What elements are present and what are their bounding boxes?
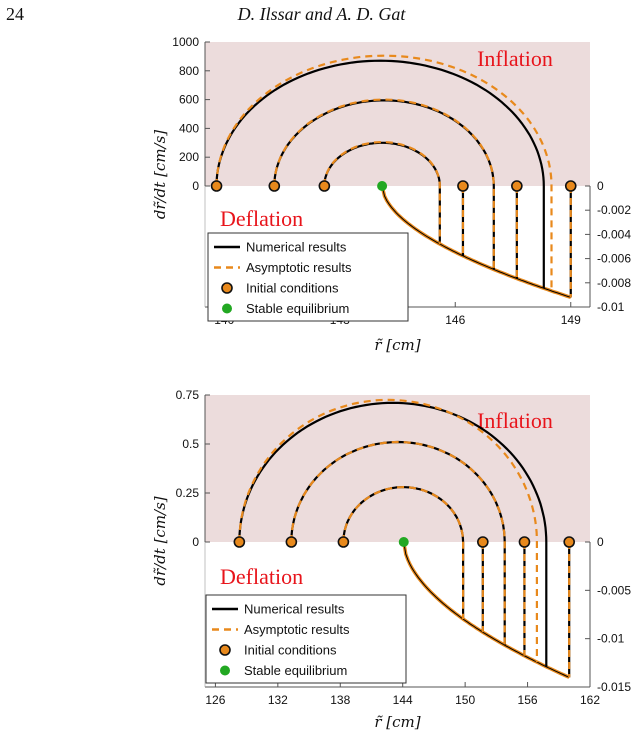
- initial-condition-marker-2: [285, 536, 298, 548]
- x-tick-label: 132: [268, 693, 288, 707]
- right-tick-label: -0.008: [597, 276, 631, 290]
- left-tick-label: 0: [192, 535, 199, 549]
- inflation-label: Inflation: [477, 408, 553, 433]
- deflation-label: Deflation: [220, 564, 303, 589]
- left-tick-label: 0: [192, 179, 199, 193]
- x-axis-label: r̃ [cm]: [374, 336, 420, 354]
- legend-box: [205, 594, 407, 684]
- x-tick-label: 146: [445, 313, 465, 327]
- initial-condition-marker-5: [518, 536, 531, 548]
- x-tick-label: 156: [518, 693, 538, 707]
- deflation-trajectory-numerical: [403, 541, 570, 678]
- running-head: D. Ilssar and A. D. Gat: [237, 4, 406, 24]
- x-tick-label: 144: [393, 693, 413, 707]
- legend-stable-swatch: [222, 303, 232, 314]
- left-tick-label: 600: [179, 93, 199, 107]
- initial-condition-marker-1: [233, 536, 246, 548]
- deflation-trajectory: [401, 541, 570, 679]
- x-tick-label: 162: [580, 693, 600, 707]
- right-tick-label: -0.015: [597, 680, 631, 694]
- deflation-label: Deflation: [220, 206, 303, 231]
- left-tick-label: 0.5: [182, 437, 199, 451]
- asymptotic-trajectory-1: [342, 485, 465, 619]
- initial-condition-marker-6: [563, 536, 575, 548]
- legend-stable: Stable equilibrium: [244, 663, 347, 678]
- legend-numerical: Numerical results: [244, 602, 345, 617]
- x-tick-label: 150: [455, 693, 475, 707]
- right-tick-label: -0.01: [597, 300, 625, 314]
- legend-numerical: Numerical results: [246, 240, 347, 255]
- legend: Numerical results Asymptotic results Initi…: [205, 594, 407, 684]
- stable-equilibrium-marker: [377, 181, 388, 191]
- left-tick-label: 1000: [172, 35, 199, 49]
- right-tick-label: -0.004: [597, 227, 631, 241]
- right-tick-label: -0.005: [597, 583, 631, 597]
- numerical-trajectory-3: [238, 401, 548, 667]
- right-tick-label: -0.01: [597, 632, 625, 646]
- legend-asymptotic: Asymptotic results: [246, 260, 352, 275]
- right-tick-label: -0.002: [597, 203, 631, 217]
- legend-stable: Stable equilibrium: [246, 301, 349, 316]
- x-tick-label: 126: [205, 693, 225, 707]
- initial-condition-marker-4: [477, 536, 489, 548]
- x-axis-label: r̃ [cm]: [374, 713, 420, 731]
- page-number: 24: [6, 4, 24, 24]
- left-tick-label: 0.25: [176, 486, 200, 500]
- deflation-trajectory: [380, 185, 572, 299]
- initial-condition-marker-1: [210, 180, 223, 192]
- inflation-region: [205, 42, 590, 186]
- right-tick-label: -0.006: [597, 252, 631, 266]
- stable-equilibrium-marker: [398, 537, 409, 547]
- y-axis-label: dr̃/dt [cm/s]: [151, 496, 169, 585]
- asymptotic-trajectory-3: [238, 398, 539, 663]
- deflation-trajectory-numerical: [381, 185, 571, 298]
- inflation-label: Inflation: [477, 46, 553, 71]
- initial-condition-marker-5: [511, 180, 523, 192]
- initial-condition-marker-3: [337, 536, 350, 548]
- initial-condition-marker-4: [457, 180, 469, 192]
- right-tick-label: 0: [597, 535, 604, 549]
- left-tick-label: 0.75: [176, 388, 200, 402]
- inflation-region: [205, 395, 590, 542]
- y-axis-label: dr̃/dt [cm/s]: [151, 130, 169, 219]
- initial-condition-marker-2: [268, 180, 281, 192]
- legend-asymptotic: Asymptotic results: [244, 622, 350, 637]
- x-tick-label: 149: [561, 313, 581, 327]
- numerical-trajectory-3: [215, 59, 545, 289]
- legend-stable-swatch: [220, 665, 230, 676]
- right-tick-label: 0: [597, 179, 604, 193]
- legend-initial: Initial conditions: [244, 643, 337, 658]
- legend: Numerical results Asymptotic results Initi…: [207, 232, 409, 322]
- left-tick-label: 200: [179, 150, 199, 164]
- legend-box: [207, 232, 409, 322]
- figure-bottom: 0 0.25 0.5 0.75 0 -0.005 -0.01 -0.015 126 132 138 1…: [151, 388, 631, 731]
- legend-initial-swatch: [221, 282, 233, 294]
- asymptotic-trajectory-2: [290, 440, 506, 646]
- left-tick-label: 400: [179, 121, 199, 135]
- figure-top: 0 200 400 600 800 1000 0 -0.002 -0.004 -0.006 -0.0…: [151, 35, 631, 354]
- left-tick-label: 800: [179, 64, 199, 78]
- asymptotic-trajectory-1: [323, 140, 441, 245]
- initial-condition-marker-3: [318, 180, 331, 192]
- asymptotic-trajectory-2: [273, 98, 495, 270]
- legend-initial-swatch: [219, 644, 231, 656]
- x-tick-label: 138: [330, 693, 350, 707]
- initial-condition-marker-6: [564, 180, 577, 192]
- legend-initial: Initial conditions: [246, 281, 339, 296]
